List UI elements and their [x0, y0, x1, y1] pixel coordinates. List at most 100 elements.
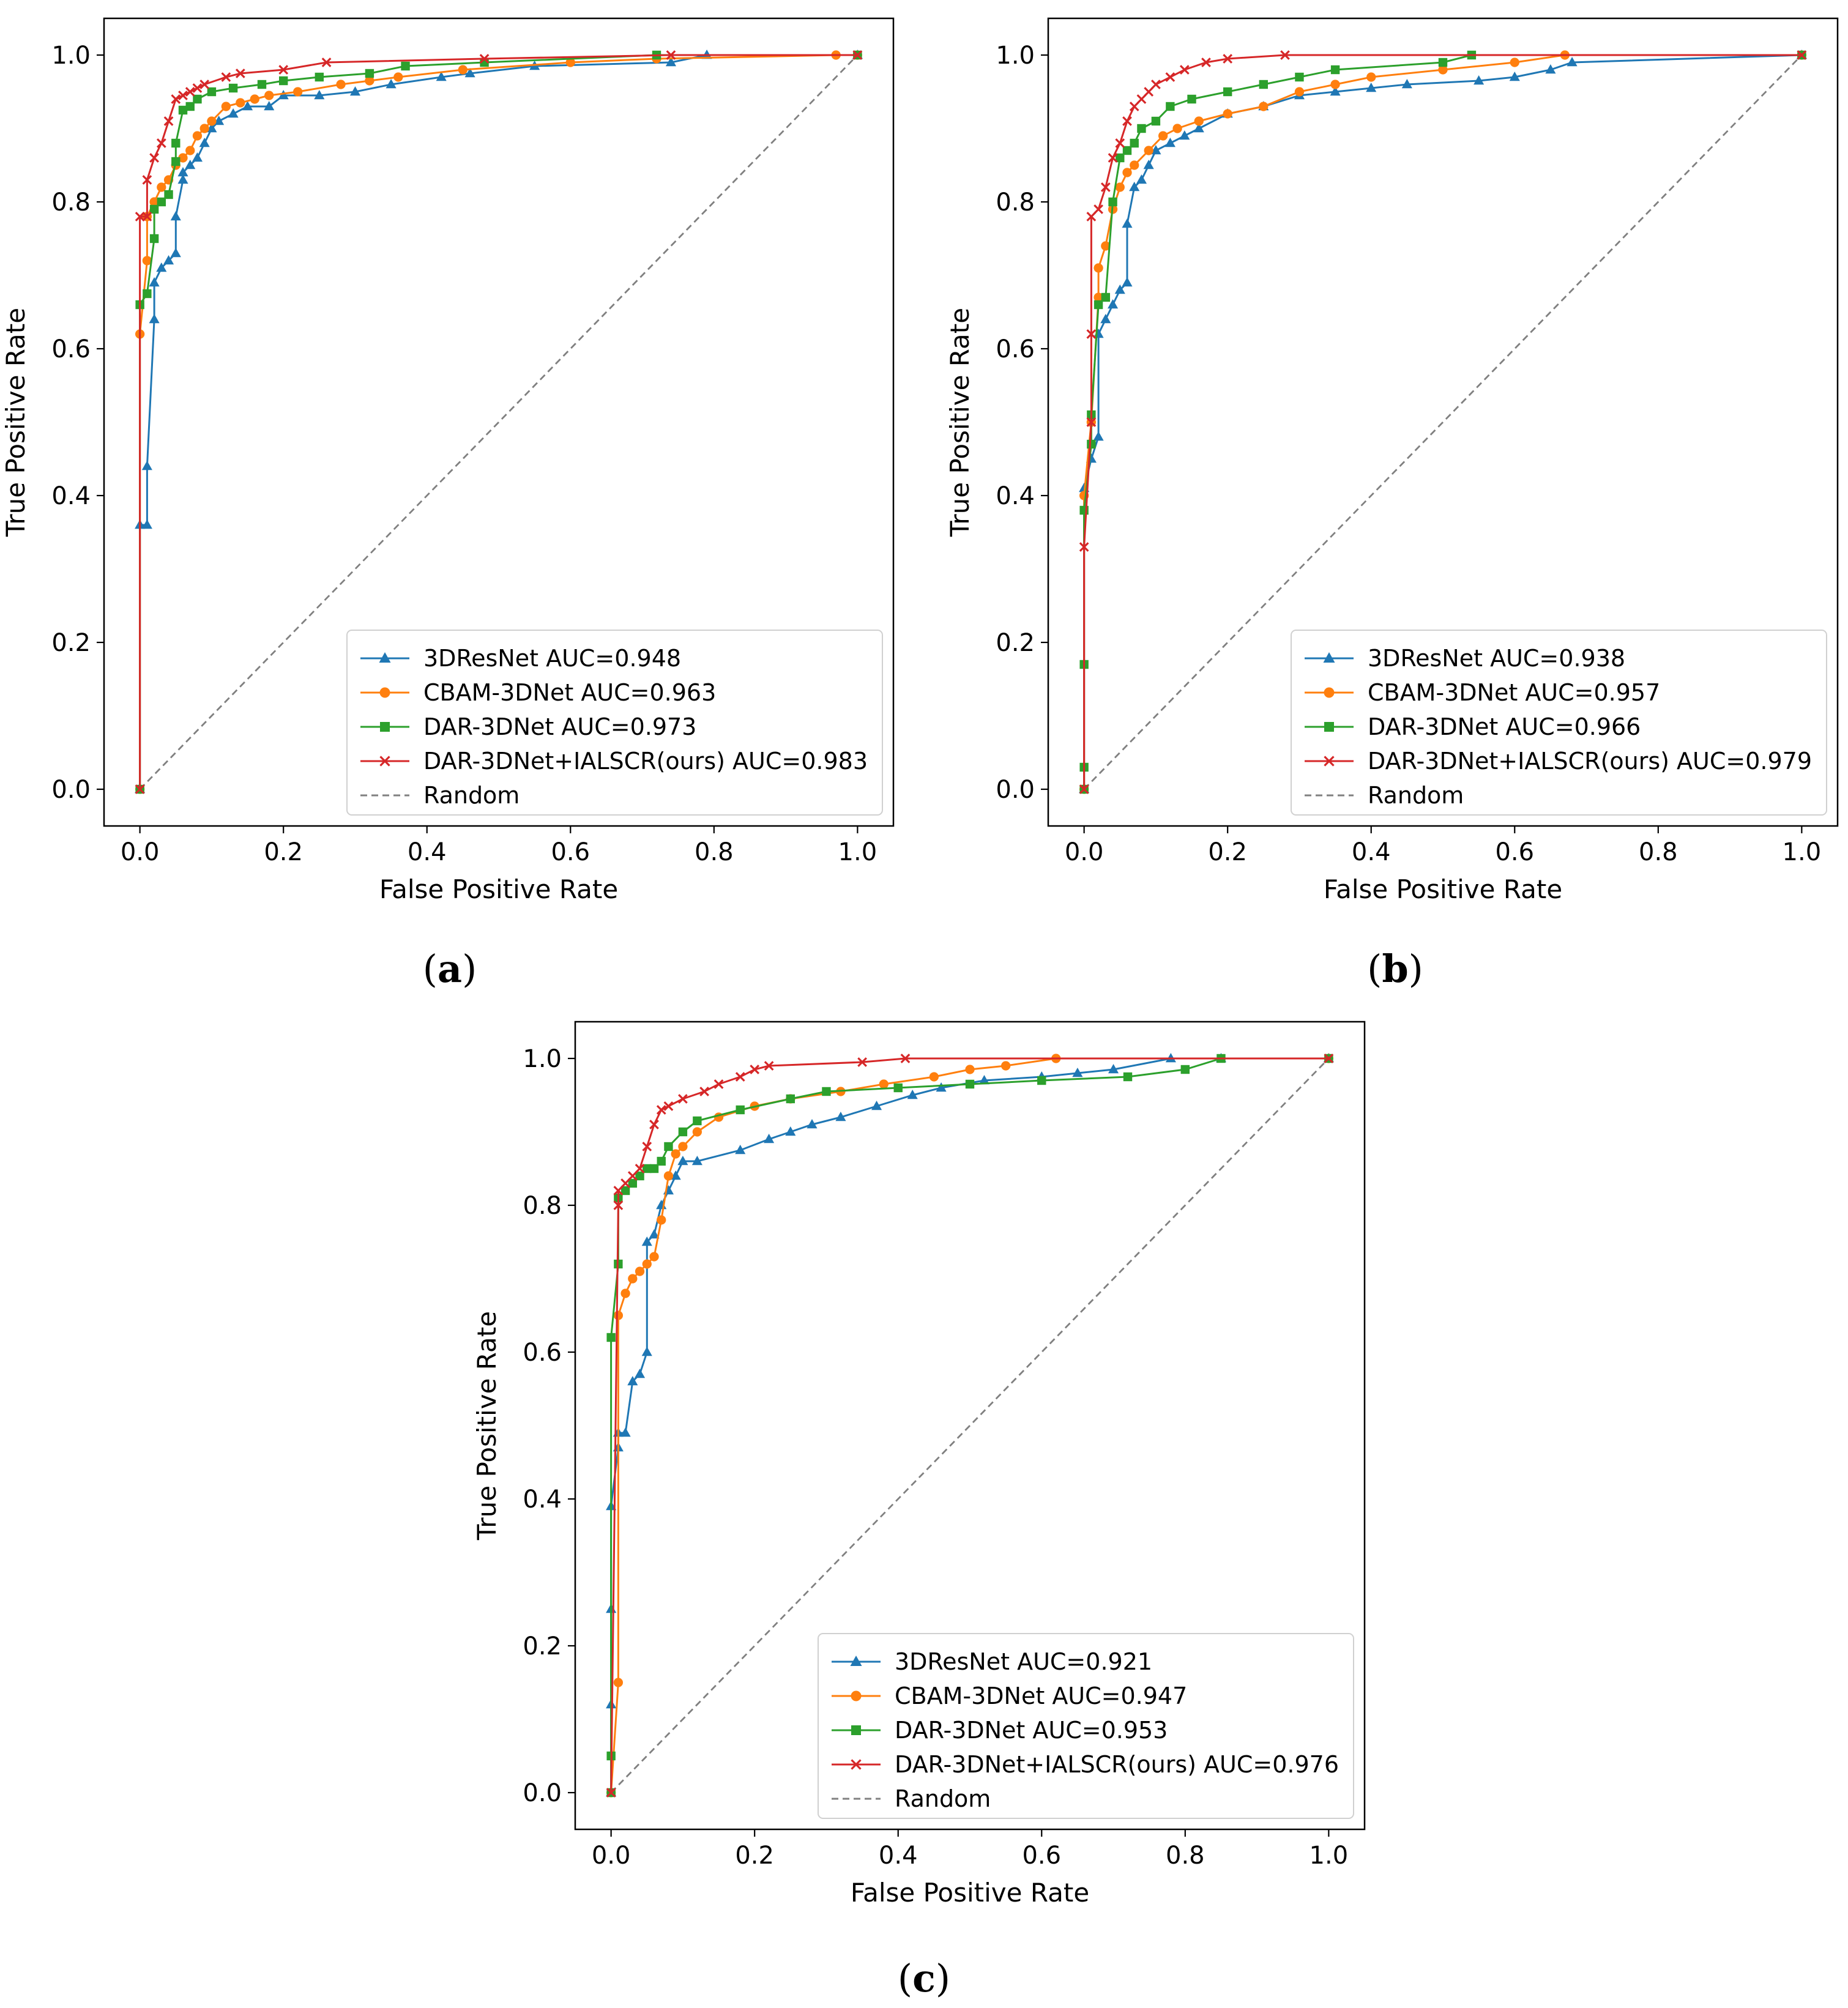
roc-point-marker — [1130, 160, 1139, 170]
random-diagonal-line — [1083, 54, 1803, 790]
legend-entry: DAR-3DNet AUC=0.966 — [1305, 713, 1641, 740]
legend-label: 3DResNet AUC=0.938 — [1368, 645, 1625, 672]
roc-point-marker — [693, 1116, 702, 1126]
y-tick-label: 0.8 — [51, 188, 91, 217]
roc-point-marker — [1330, 86, 1341, 96]
roc-point-marker — [207, 116, 217, 126]
roc-point-marker — [764, 1134, 775, 1143]
roc-point-marker — [236, 98, 245, 108]
x-tick-label: 0.8 — [695, 838, 734, 866]
legend-swatch-marker — [379, 652, 391, 663]
roc-point-marker — [1122, 116, 1132, 126]
x-tick-label: 0.6 — [1495, 838, 1534, 866]
x-tick-label: 0.4 — [879, 1842, 918, 1870]
y-tick-label: 0.8 — [996, 188, 1035, 217]
roc-point-marker — [663, 1101, 674, 1111]
legend-swatch-marker — [851, 1725, 861, 1735]
roc-point-marker — [1330, 65, 1340, 75]
roc-point-marker — [1150, 145, 1161, 155]
x-tick-label: 0.2 — [735, 1842, 774, 1870]
roc-point-marker — [250, 94, 259, 104]
roc-point-marker — [149, 277, 160, 287]
roc-curve-line — [139, 54, 858, 789]
legend-swatch-marker — [1324, 722, 1334, 732]
roc-point-marker — [1259, 80, 1269, 89]
roc-point-marker — [149, 204, 159, 214]
roc-point-marker — [613, 1678, 624, 1687]
legend: 3DResNet AUC=0.948 CBAM-3DNet AUC=0.963 DA… — [346, 630, 883, 816]
roc-point-marker — [1144, 146, 1153, 155]
roc-point-marker — [1079, 784, 1089, 794]
roc-point-marker — [1280, 50, 1290, 60]
roc-point-marker — [1510, 58, 1519, 67]
legend-entry: Random — [832, 1785, 991, 1812]
roc-point-marker — [142, 256, 152, 266]
legend-label: Random — [1368, 782, 1464, 809]
roc-point-marker — [292, 87, 303, 97]
roc-point-marker — [1151, 80, 1161, 89]
roc-point-marker — [1223, 87, 1232, 97]
roc-point-marker — [1122, 218, 1133, 228]
roc-point-marker — [1122, 146, 1132, 155]
x-tick-label: 0.2 — [264, 838, 303, 866]
legend-label: DAR-3DNet AUC=0.966 — [1368, 713, 1641, 740]
roc-point-marker — [678, 1127, 688, 1137]
roc-point-marker — [199, 138, 210, 147]
roc-point-marker — [177, 167, 188, 177]
x-axis-label: False Positive Rate — [851, 1878, 1089, 1908]
roc-point-marker — [1136, 174, 1147, 184]
legend-entry: DAR-3DNet+IALSCR(ours) AUC=0.979 — [1305, 748, 1812, 775]
roc-point-marker — [1143, 160, 1154, 169]
roc-point-marker — [365, 69, 374, 78]
roc-point-marker — [670, 1170, 681, 1180]
roc-curve-line — [1083, 54, 1802, 789]
roc-point-marker — [1223, 54, 1233, 64]
roc-point-marker — [642, 1259, 652, 1269]
roc-point-marker — [1166, 102, 1175, 111]
roc-point-marker — [1094, 263, 1103, 273]
roc-point-marker — [242, 101, 253, 111]
roc-point-marker — [1797, 50, 1807, 60]
roc-point-marker — [1136, 94, 1147, 104]
roc-point-marker — [1115, 138, 1125, 148]
roc-point-marker — [221, 102, 231, 111]
roc-point-marker — [1223, 109, 1232, 119]
roc-point-marker — [349, 86, 361, 96]
roc-point-marker — [1366, 83, 1377, 92]
roc-point-marker — [192, 131, 203, 141]
roc-point-marker — [264, 101, 275, 111]
roc-point-marker — [178, 105, 188, 115]
roc-point-marker — [1137, 124, 1146, 133]
roc-point-marker — [649, 1229, 660, 1239]
roc-point-marker — [135, 784, 145, 794]
roc-point-marker — [835, 1112, 846, 1121]
panel-b: 0.0 0.2 0.4 0.6 0.8 1.0 0.0 0.2 0.4 0.6 0.8 1.0 Fals… — [945, 17, 1839, 991]
roc-point-marker — [157, 197, 166, 207]
roc-point-marker — [1324, 1054, 1334, 1063]
roc-point-marker — [965, 1079, 975, 1089]
roc-point-marker — [671, 1149, 680, 1159]
roc-point-marker — [163, 255, 174, 265]
legend-label: CBAM-3DNet AUC=0.963 — [423, 679, 716, 706]
roc-point-marker — [185, 160, 196, 169]
roc-point-marker — [464, 68, 475, 78]
roc-point-marker — [221, 72, 231, 82]
roc-point-marker — [315, 72, 324, 82]
roc-point-marker — [606, 1788, 616, 1798]
y-tick-label: 1.0 — [523, 1045, 562, 1073]
roc-point-marker — [1094, 292, 1103, 302]
x-tick-label: 1.0 — [838, 838, 877, 866]
roc-point-marker — [149, 314, 160, 324]
roc-curve-line — [1083, 54, 1802, 789]
roc-point-marker — [1108, 197, 1117, 207]
roc-point-marker — [852, 50, 863, 60]
x-tick-label: 0.6 — [1022, 1842, 1061, 1870]
legend: 3DResNet AUC=0.921 CBAM-3DNet AUC=0.947 DA… — [818, 1633, 1354, 1819]
panel-label: (a) — [423, 946, 477, 991]
roc-point-marker — [1179, 65, 1190, 75]
legend-entry: Random — [360, 782, 520, 809]
roc-point-marker — [657, 1215, 666, 1225]
roc-point-marker — [1545, 64, 1556, 74]
roc-point-marker — [1086, 329, 1097, 339]
legend-entry: Random — [1305, 782, 1464, 809]
